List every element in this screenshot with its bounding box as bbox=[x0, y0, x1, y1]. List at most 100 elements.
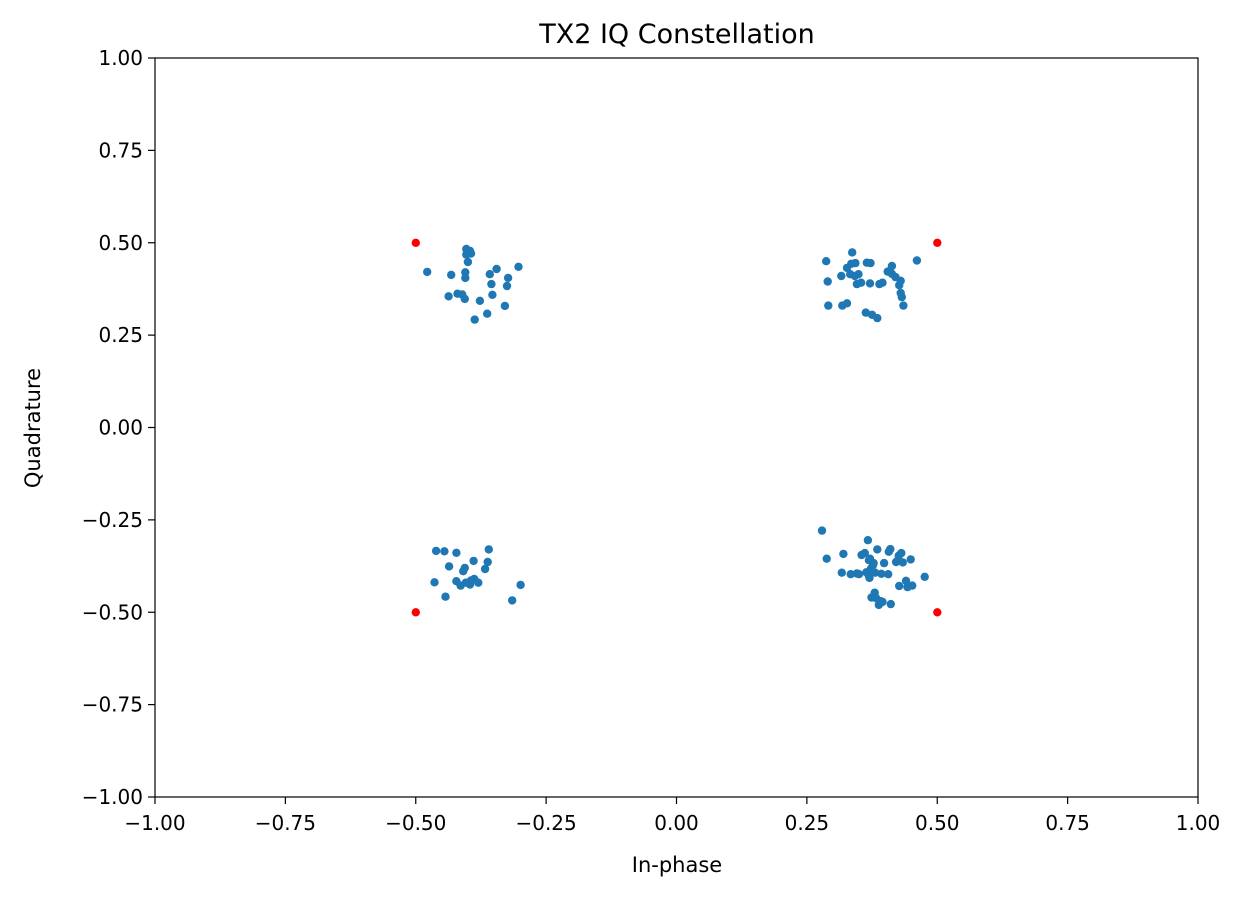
data-point bbox=[837, 568, 846, 577]
data-point bbox=[483, 309, 492, 318]
data-point bbox=[837, 271, 846, 281]
data-point bbox=[896, 276, 905, 285]
x-tick-label: 0.50 bbox=[915, 811, 960, 835]
data-point bbox=[460, 294, 469, 304]
y-tick-label: −0.75 bbox=[82, 693, 143, 717]
data-point bbox=[854, 570, 864, 579]
data-point bbox=[897, 548, 906, 558]
data-point bbox=[884, 570, 893, 579]
x-tick-label: −1.00 bbox=[124, 811, 185, 835]
data-point bbox=[898, 558, 907, 567]
data-point bbox=[431, 546, 441, 556]
data-point bbox=[500, 301, 510, 311]
data-point bbox=[873, 313, 882, 323]
y-tick-label: −0.50 bbox=[82, 600, 143, 624]
data-point bbox=[502, 281, 512, 291]
data-point bbox=[856, 278, 866, 287]
data-point bbox=[463, 257, 473, 267]
y-tick-label: −1.00 bbox=[82, 785, 143, 809]
data-point bbox=[906, 555, 915, 564]
data-point bbox=[440, 547, 449, 556]
y-tick-label: 1.00 bbox=[98, 46, 143, 70]
x-tick-label: 0.00 bbox=[654, 811, 699, 835]
series-0 bbox=[423, 244, 929, 610]
data-point bbox=[839, 549, 848, 559]
data-point bbox=[475, 296, 485, 305]
data-point bbox=[920, 572, 929, 581]
data-point bbox=[423, 267, 432, 277]
data-point bbox=[444, 562, 454, 571]
data-point bbox=[865, 573, 874, 583]
data-point bbox=[823, 277, 832, 286]
y-tick-label: 0.25 bbox=[98, 323, 143, 347]
data-point bbox=[861, 308, 870, 317]
data-point bbox=[411, 608, 420, 617]
x-tick-label: −0.25 bbox=[515, 811, 576, 835]
data-point bbox=[846, 570, 855, 579]
data-point bbox=[860, 548, 869, 558]
data-point bbox=[480, 564, 490, 574]
data-point bbox=[933, 608, 942, 617]
data-point bbox=[441, 592, 450, 601]
data-point bbox=[817, 526, 827, 535]
x-tick-label: 0.25 bbox=[785, 811, 830, 835]
x-axis: −1.00 −0.75 −0.50 −0.25 0.00 0.25 0.50 0.75 1.00 bbox=[124, 797, 1220, 835]
data-point bbox=[470, 315, 479, 324]
data-point bbox=[842, 299, 852, 308]
data-point bbox=[461, 268, 470, 277]
data-point bbox=[878, 597, 887, 607]
x-tick-label: −0.50 bbox=[385, 811, 446, 835]
data-point bbox=[865, 279, 875, 288]
x-tick-label: 0.75 bbox=[1045, 811, 1090, 835]
data-point bbox=[492, 264, 501, 274]
y-tick-label: 0.00 bbox=[98, 416, 143, 440]
data-point bbox=[886, 544, 895, 554]
data-point bbox=[886, 599, 895, 609]
data-point bbox=[488, 290, 497, 299]
chart-title: TX2 IQ Constellation bbox=[538, 19, 815, 50]
data-point bbox=[899, 301, 908, 310]
data-point bbox=[516, 580, 525, 590]
data-point bbox=[824, 301, 833, 310]
plot-area bbox=[154, 57, 1199, 798]
data-point bbox=[430, 578, 439, 587]
data-point bbox=[503, 273, 513, 283]
series-1 bbox=[411, 238, 942, 617]
data-point bbox=[466, 249, 476, 258]
data-point bbox=[444, 292, 453, 301]
data-point bbox=[452, 548, 461, 557]
data-point bbox=[901, 576, 911, 585]
data-point bbox=[869, 558, 878, 568]
data-point bbox=[447, 270, 456, 280]
y-tick-label: −0.25 bbox=[82, 508, 143, 532]
x-tick-label: 1.00 bbox=[1176, 811, 1221, 835]
x-axis-label: In-phase bbox=[632, 853, 722, 877]
data-point bbox=[411, 238, 420, 247]
data-point bbox=[879, 558, 889, 568]
data-point bbox=[873, 545, 882, 554]
data-point bbox=[460, 563, 469, 573]
data-point bbox=[866, 258, 875, 268]
x-tick-label: −0.75 bbox=[255, 811, 316, 835]
data-point bbox=[822, 554, 831, 563]
data-point bbox=[863, 536, 873, 545]
data-point bbox=[912, 256, 922, 265]
data-point bbox=[508, 596, 517, 605]
data-point bbox=[851, 258, 860, 268]
data-point bbox=[483, 557, 492, 567]
y-axis: −1.00 −0.75 −0.50 −0.25 0.00 0.25 0.50 0.75 1.00 bbox=[82, 46, 155, 809]
data-point bbox=[895, 581, 904, 591]
data-point bbox=[822, 257, 831, 266]
data-point bbox=[897, 292, 906, 302]
data-point bbox=[487, 279, 496, 289]
data-point bbox=[871, 568, 880, 577]
data-point bbox=[848, 248, 857, 257]
data-point bbox=[891, 557, 901, 567]
data-point bbox=[469, 556, 478, 566]
data-point bbox=[877, 569, 886, 578]
data-point bbox=[908, 581, 917, 590]
data-point bbox=[933, 238, 942, 247]
data-point bbox=[854, 270, 863, 279]
